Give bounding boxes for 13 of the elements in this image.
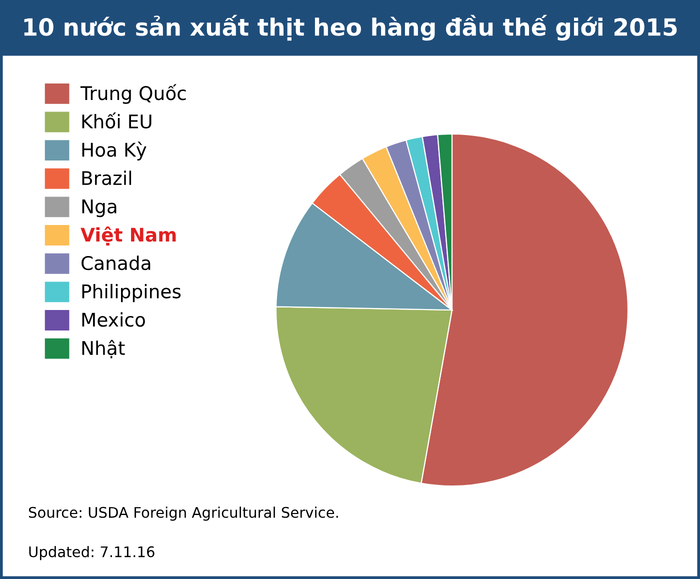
legend-label: Nhật [82, 340, 125, 358]
legend-label: Trung Quốc [80, 84, 186, 104]
legend-label: Hoa Kỳ [82, 142, 146, 160]
legend-label: Mexico [82, 312, 145, 327]
legend-label: Canada [82, 256, 150, 270]
chart-title: 10 nước sản xuất thịt heo hàng đầu thế giới 2015 [24, 14, 677, 41]
legend-label: Khối EU [82, 112, 152, 129]
legend-label: Brazil [82, 170, 132, 186]
legend-label: Philippines [82, 284, 181, 302]
text: Updated: 7.11.16 [29, 546, 154, 560]
legend-label: Việt Nam [80, 226, 176, 246]
legend-label: Nga [82, 200, 116, 218]
source-note: Source: USDA Foreign Agricultural Service. [28, 506, 338, 521]
